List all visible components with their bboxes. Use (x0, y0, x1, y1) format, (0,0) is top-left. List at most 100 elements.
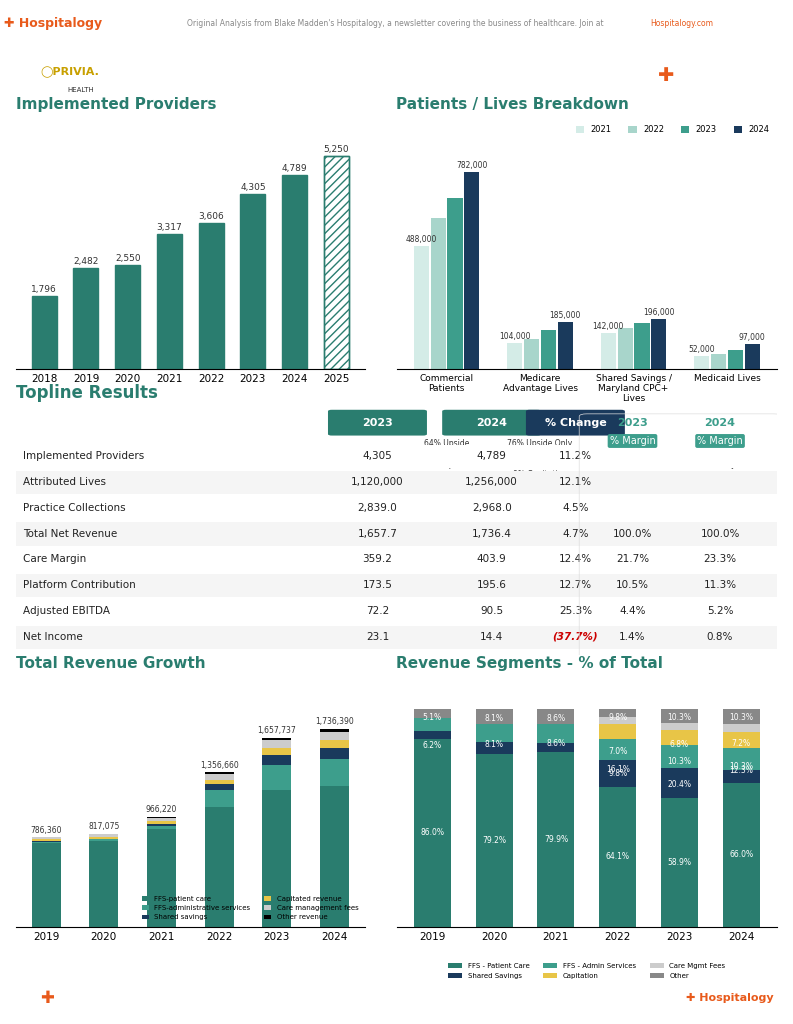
Text: Net Income: Net Income (24, 632, 83, 642)
Bar (262, 765, 291, 790)
Bar (205, 784, 234, 790)
Text: 4,305: 4,305 (240, 183, 266, 193)
Text: 1,120,000: 1,120,000 (351, 477, 404, 487)
Text: 12.7%: 12.7% (559, 581, 592, 590)
Bar (538, 724, 574, 742)
Text: 8.6%: 8.6% (546, 714, 565, 723)
Bar (282, 175, 307, 369)
Text: 1,657.7: 1,657.7 (358, 528, 397, 539)
Text: 64.1%: 64.1% (606, 852, 630, 861)
Bar (205, 807, 234, 927)
Bar (32, 843, 60, 927)
Text: 64% Upside
Only
36% Upside
/ Downside: 64% Upside Only 36% Upside / Downside (424, 439, 469, 479)
Legend: FFS-patient care, FFS-administrative services, Shared savings, Capitated revenue: FFS-patient care, FFS-administrative ser… (139, 893, 362, 924)
Text: 2024: 2024 (704, 418, 736, 428)
Bar (157, 234, 182, 369)
Bar (147, 825, 176, 828)
Text: 2024: 2024 (476, 418, 508, 428)
Bar (661, 745, 698, 768)
Bar (147, 816, 176, 818)
Text: 5.2%: 5.2% (707, 606, 734, 615)
Text: 14.4: 14.4 (480, 632, 504, 642)
Bar (205, 779, 234, 784)
Text: 100%
Upside
Only: 100% Upside Only (714, 439, 740, 469)
Text: 23.1: 23.1 (366, 632, 389, 642)
Text: 86.0%: 86.0% (420, 828, 444, 838)
Text: 0.8%: 0.8% (707, 632, 734, 642)
Bar (32, 842, 60, 843)
Text: Adjusted EBITDA: Adjusted EBITDA (24, 606, 110, 615)
FancyBboxPatch shape (328, 410, 427, 435)
Bar (90, 841, 118, 927)
Text: 4,305: 4,305 (362, 452, 393, 461)
Text: Implemented Providers: Implemented Providers (24, 452, 145, 461)
Bar (508, 343, 523, 369)
Text: 4.7%: 4.7% (562, 528, 588, 539)
Text: 488,000: 488,000 (406, 236, 437, 244)
Bar (147, 824, 176, 825)
Bar (320, 732, 349, 740)
Text: 2,839.0: 2,839.0 (358, 503, 397, 513)
Text: 79.9%: 79.9% (544, 835, 568, 844)
Text: 1,256,000: 1,256,000 (465, 477, 518, 487)
Text: 4.5%: 4.5% (562, 503, 588, 513)
Text: 4,789: 4,789 (282, 164, 308, 173)
Text: Attributed Lives: Attributed Lives (24, 477, 106, 487)
Bar (414, 731, 451, 739)
Bar (147, 818, 176, 821)
Bar (524, 339, 539, 369)
Text: 16.1%: 16.1% (606, 765, 630, 774)
Text: 100.0%: 100.0% (613, 528, 652, 539)
Bar (205, 772, 234, 774)
Text: 1,736,390: 1,736,390 (315, 718, 354, 726)
Bar (538, 709, 574, 724)
Text: HEALTH: HEALTH (67, 87, 94, 93)
Bar (320, 740, 349, 748)
Bar (722, 748, 760, 770)
Text: % Change: % Change (545, 418, 607, 428)
Text: 10.3%: 10.3% (668, 713, 691, 722)
Text: ✚: ✚ (658, 67, 674, 85)
Text: Q4: Q4 (718, 61, 741, 77)
Bar (661, 768, 698, 799)
Text: Topline Results: Topline Results (16, 384, 158, 402)
Bar (557, 323, 573, 369)
Text: 11.3%: 11.3% (703, 581, 737, 590)
Text: Care Margin: Care Margin (24, 554, 86, 564)
FancyBboxPatch shape (16, 600, 777, 623)
Text: ✚ Hospitalogy: ✚ Hospitalogy (686, 993, 773, 1004)
Bar (476, 724, 512, 741)
Text: 8.6%: 8.6% (546, 739, 565, 748)
Text: 1,356,660: 1,356,660 (200, 761, 239, 770)
Text: 2,482: 2,482 (73, 257, 98, 266)
Bar (262, 737, 291, 739)
Bar (32, 296, 57, 369)
Bar (414, 246, 429, 369)
Text: 8.1%: 8.1% (485, 740, 504, 750)
Bar (324, 157, 349, 369)
Bar (476, 741, 512, 754)
Text: blakecmadden: blakecmadden (242, 993, 313, 1004)
Text: 11.2%: 11.2% (559, 452, 592, 461)
Bar (618, 329, 633, 369)
Text: 97,000: 97,000 (739, 333, 766, 342)
Text: 3,317: 3,317 (156, 223, 182, 232)
Text: Total Revenue Growth: Total Revenue Growth (16, 655, 205, 671)
Text: 185,000: 185,000 (550, 311, 581, 321)
Text: 7.0%: 7.0% (608, 746, 627, 756)
Bar (728, 350, 743, 369)
Bar (722, 725, 760, 732)
Text: 3,606: 3,606 (198, 212, 224, 221)
Bar (320, 759, 349, 786)
Text: 2023: 2023 (617, 418, 648, 428)
Text: % Margin: % Margin (610, 436, 655, 446)
Bar (541, 330, 556, 369)
Text: 10.3%: 10.3% (730, 713, 753, 722)
Text: 21.7%: 21.7% (616, 554, 649, 564)
Bar (115, 265, 140, 369)
Bar (205, 774, 234, 779)
Bar (199, 223, 224, 369)
Bar (90, 840, 118, 841)
Text: 12.1%: 12.1% (559, 477, 592, 487)
Text: 817,075: 817,075 (88, 822, 120, 831)
